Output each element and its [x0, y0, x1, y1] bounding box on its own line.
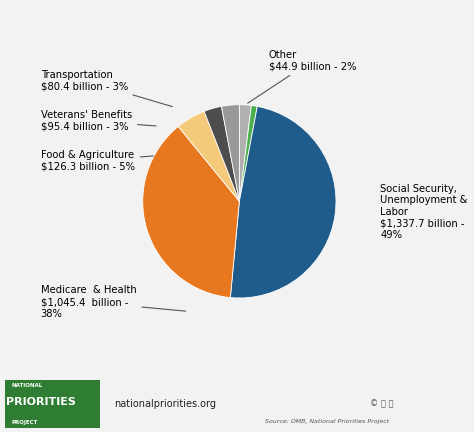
Wedge shape [221, 105, 239, 201]
Text: nationalpriorities.org: nationalpriorities.org [114, 399, 216, 409]
Wedge shape [178, 111, 239, 201]
Text: © ⓘ ⓣ: © ⓘ ⓣ [370, 400, 393, 408]
Text: Other
$44.9 billion - 2%: Other $44.9 billion - 2% [248, 50, 356, 103]
Text: Food & Agriculture
$126.3 billion - 5%: Food & Agriculture $126.3 billion - 5% [41, 150, 154, 172]
Text: PROJECT: PROJECT [12, 419, 38, 425]
Text: Veterans' Benefits
$95.4 billion - 3%: Veterans' Benefits $95.4 billion - 3% [41, 110, 156, 132]
Wedge shape [239, 105, 257, 201]
Wedge shape [230, 106, 336, 298]
Text: Source: OMB, National Priorities Project: Source: OMB, National Priorities Project [265, 419, 390, 423]
Text: Transportation
$80.4 billion - 3%: Transportation $80.4 billion - 3% [41, 70, 172, 107]
Text: Medicare  & Health
$1,045.4  billion -
38%: Medicare & Health $1,045.4 billion - 38% [41, 286, 186, 319]
Text: Social Security,
Unemployment &
Labor
$1,337.7 billion -
49%: Social Security, Unemployment & Labor $1… [380, 184, 468, 240]
Wedge shape [239, 105, 251, 201]
FancyBboxPatch shape [5, 380, 100, 428]
Wedge shape [143, 127, 239, 298]
Text: NATIONAL: NATIONAL [12, 383, 43, 388]
Text: PRIORITIES: PRIORITIES [6, 397, 76, 407]
Wedge shape [204, 106, 239, 201]
